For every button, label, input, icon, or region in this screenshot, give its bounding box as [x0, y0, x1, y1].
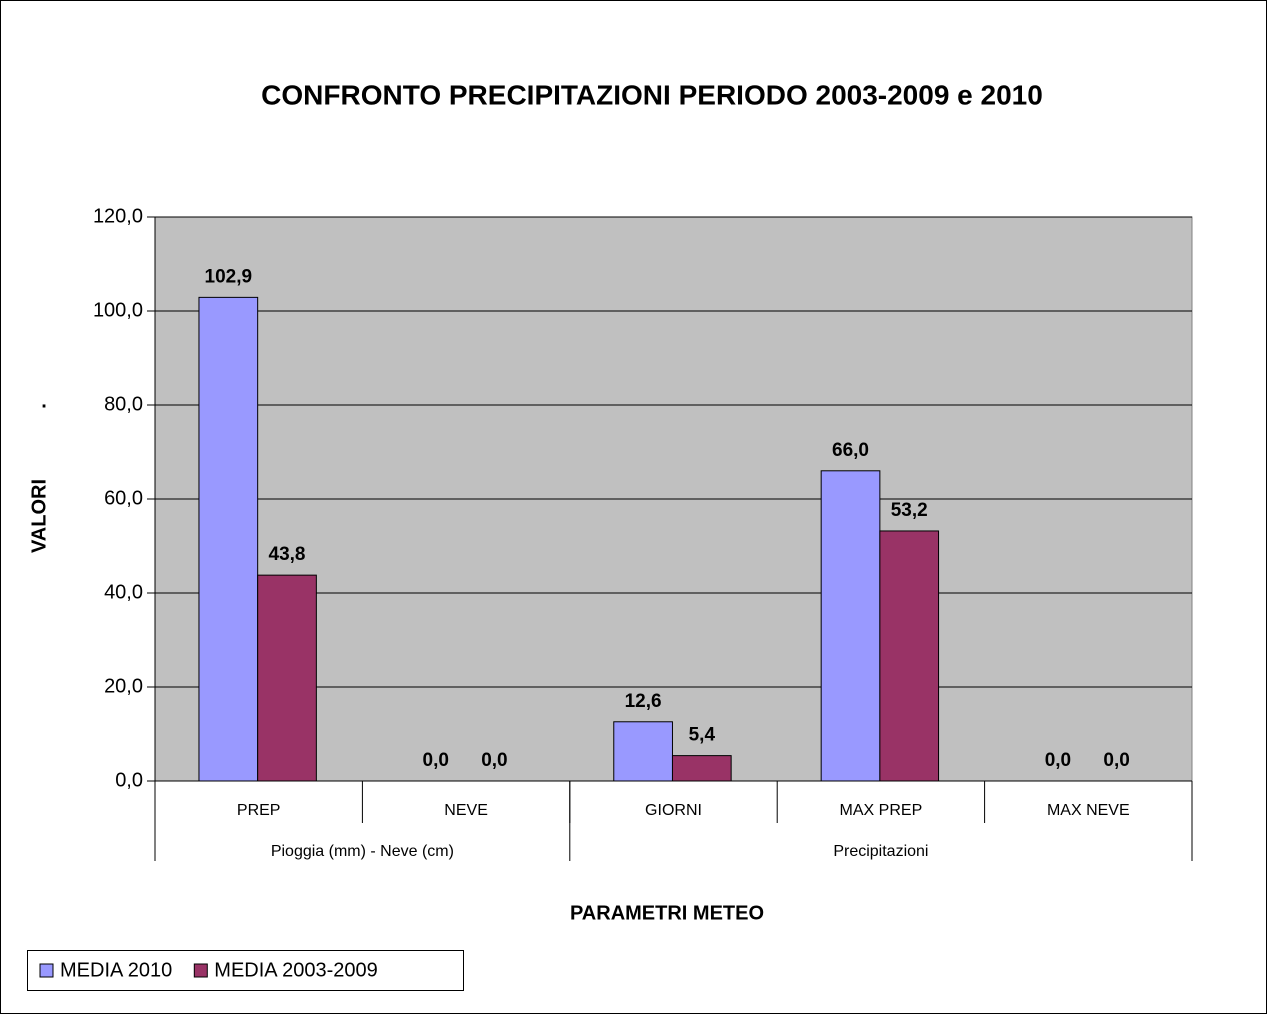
legend-box	[27, 950, 464, 991]
value-label: 12,6	[625, 691, 662, 712]
group-label: Precipitazioni	[833, 843, 928, 860]
legend-label: MEDIA 2003-2009	[214, 959, 377, 981]
value-label: 0,0	[1045, 750, 1071, 771]
value-label: 0,0	[1103, 750, 1129, 771]
value-label: 0,0	[423, 750, 449, 771]
y-tick-label: 40,0	[104, 581, 143, 603]
legend-label: MEDIA 2010	[60, 959, 172, 981]
y-tick-label: 120,0	[93, 205, 143, 227]
bar	[198, 296, 259, 782]
y-tick-label: 100,0	[93, 299, 143, 321]
bar	[820, 470, 881, 782]
legend-swatch	[39, 963, 54, 978]
x-tick-label: NEVE	[444, 802, 488, 819]
x-tick-label: GIORNI	[645, 802, 702, 819]
x-tick-label: PREP	[237, 802, 281, 819]
value-label: 102,9	[205, 266, 253, 287]
bar	[879, 530, 940, 782]
bar	[671, 755, 732, 782]
x-axis-title: PARAMETRI METEO	[570, 902, 764, 924]
x-tick-label: MAX NEVE	[1047, 802, 1130, 819]
value-label: 53,2	[891, 500, 928, 521]
annotation: .	[41, 390, 47, 412]
chart-title: CONFRONTO PRECIPITAZIONI PERIODO 2003-20…	[261, 79, 1043, 110]
x-tick-label: MAX PREP	[840, 802, 923, 819]
value-label: 0,0	[481, 750, 507, 771]
legend-swatch	[193, 963, 208, 978]
bar	[613, 721, 673, 782]
bar	[257, 574, 317, 782]
group-label: Pioggia (mm) - Neve (cm)	[271, 843, 454, 860]
y-tick-label: 80,0	[104, 393, 143, 415]
value-label: 5,4	[689, 725, 716, 746]
value-label: 66,0	[832, 440, 869, 461]
y-tick-label: 0,0	[115, 769, 143, 791]
y-tick-label: 60,0	[104, 487, 143, 509]
y-axis-title: VALORI	[28, 479, 50, 553]
value-label: 43,8	[269, 544, 306, 565]
y-tick-label: 20,0	[104, 675, 143, 697]
